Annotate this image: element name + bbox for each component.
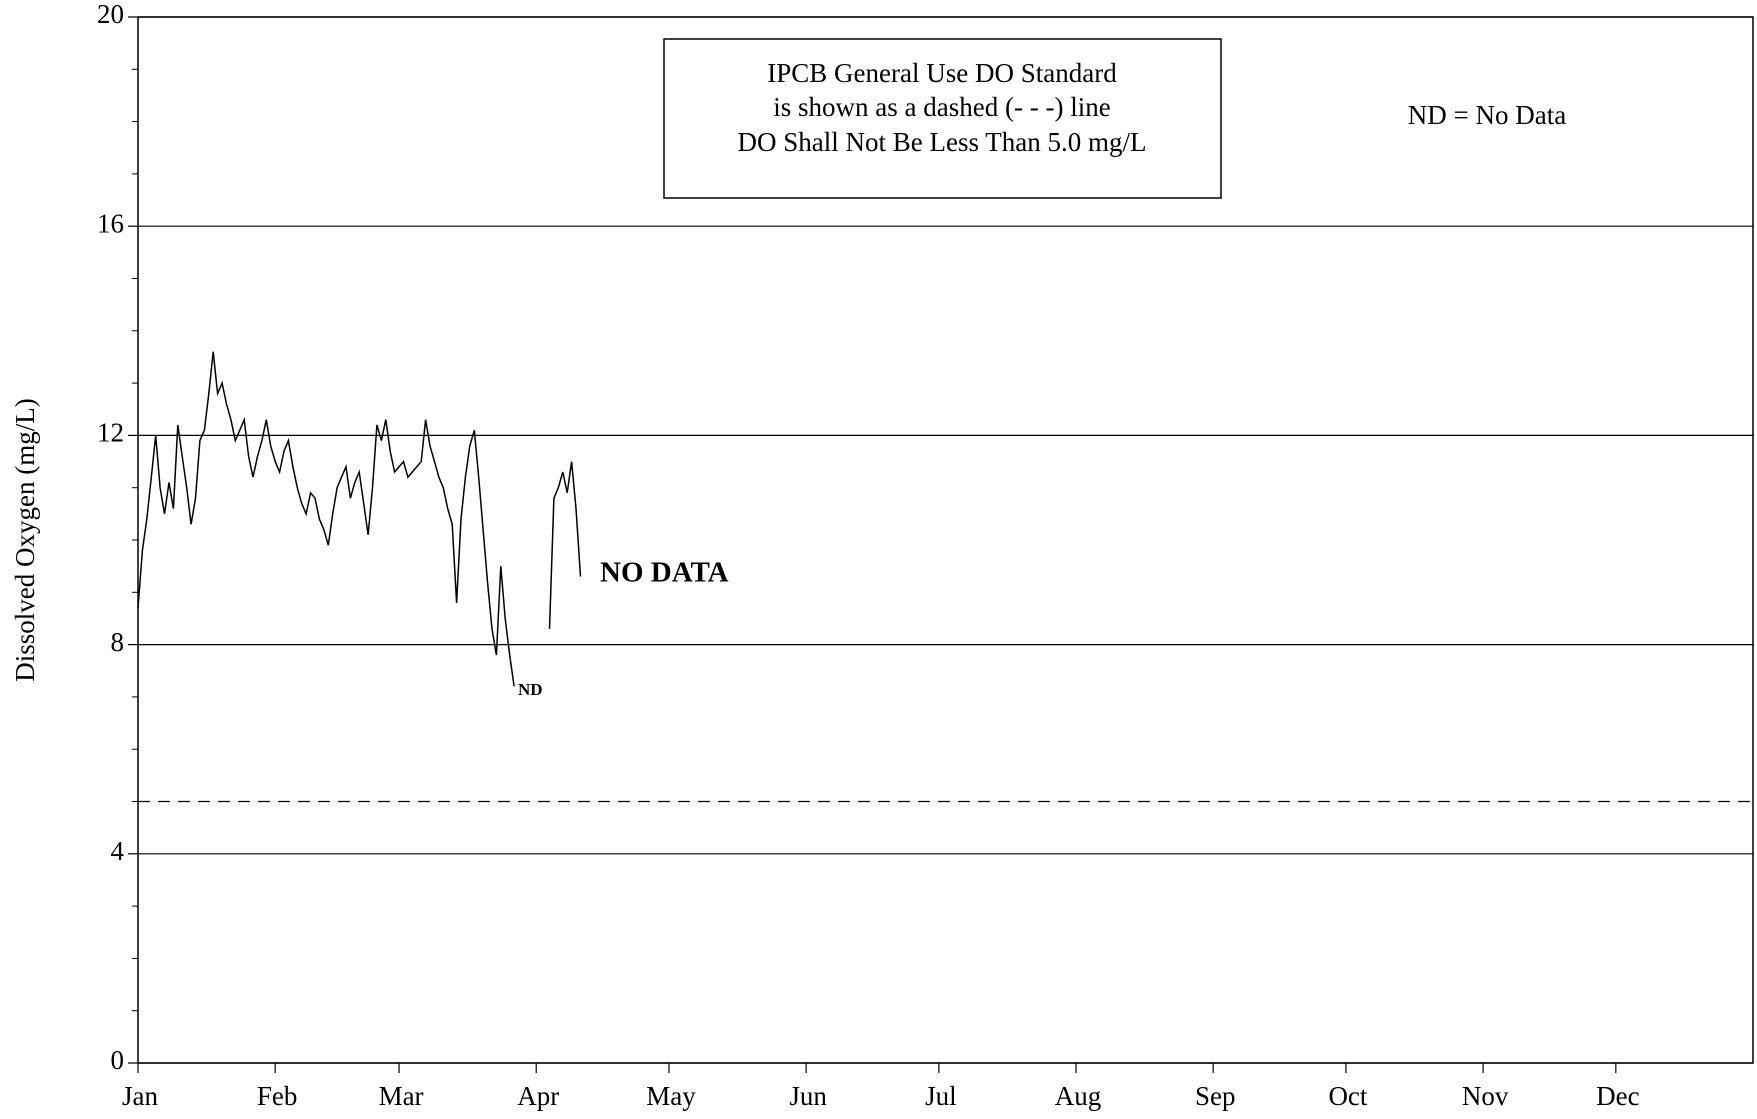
legend-note: ND = No Data xyxy=(1408,100,1566,130)
annotation-line: is shown as a dashed (- - -) line xyxy=(773,92,1110,122)
x-tick-label: Jan xyxy=(122,1081,158,1111)
x-tick-label: Jun xyxy=(789,1081,827,1111)
annotation-box xyxy=(663,38,1222,199)
annotation-line: IPCB General Use DO Standard xyxy=(767,58,1117,88)
x-tick-label: Sep xyxy=(1195,1081,1236,1111)
x-tick-label: Dec xyxy=(1596,1081,1639,1111)
x-tick-label: Jul xyxy=(925,1081,957,1111)
annotation-line: DO Shall Not Be Less Than 5.0 mg/L xyxy=(738,127,1147,157)
y-tick-label: 16 xyxy=(97,208,124,238)
x-tick-label: Aug xyxy=(1055,1081,1102,1111)
x-tick-label: Mar xyxy=(379,1081,424,1111)
x-tick-label: Nov xyxy=(1462,1081,1509,1111)
x-tick-label: Apr xyxy=(517,1081,559,1111)
x-tick-label: Feb xyxy=(257,1081,298,1111)
x-tick-label: Oct xyxy=(1328,1081,1367,1111)
nd-label: ND xyxy=(518,680,543,699)
y-tick-label: 0 xyxy=(111,1045,125,1075)
y-tick-label: 20 xyxy=(97,0,124,29)
y-tick-label: 8 xyxy=(111,627,125,657)
x-tick-label: May xyxy=(646,1081,696,1111)
y-axis-label: Dissolved Oxygen (mg/L) xyxy=(10,398,40,681)
y-tick-label: 12 xyxy=(97,418,124,448)
data-line xyxy=(137,351,582,687)
plot-frame xyxy=(137,16,1754,1064)
y-tick-label: 4 xyxy=(111,836,125,866)
no-data-label: NO DATA xyxy=(600,557,729,589)
